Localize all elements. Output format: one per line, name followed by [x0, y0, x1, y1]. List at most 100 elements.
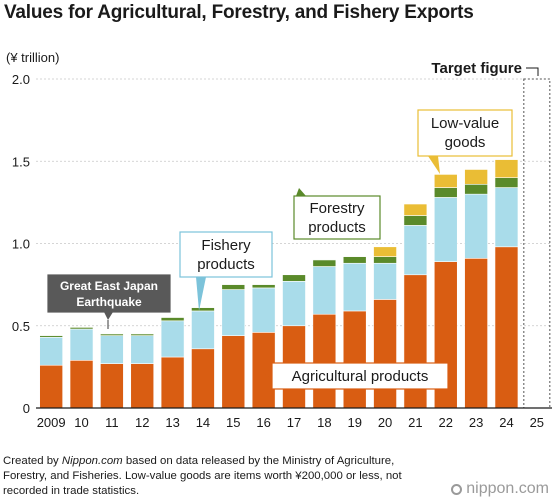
bar-agricultural-products: [342, 310, 367, 409]
low-value-callout-label: goods: [445, 134, 486, 151]
bar-fishery-products: [221, 289, 246, 336]
bar-agricultural-products: [464, 258, 488, 409]
bar-fishery-products: [130, 335, 155, 364]
x-tick-label: 23: [469, 415, 483, 430]
forestry-callout-label: products: [308, 219, 366, 236]
x-tick-label: 16: [256, 415, 270, 430]
earthquake-callout-label: Earthquake: [76, 295, 142, 309]
bar-forestry-products: [69, 327, 94, 330]
low-value-callout-box: [417, 109, 513, 157]
target-label: Target figure: [431, 60, 522, 77]
bar-agricultural-products: [312, 313, 337, 409]
bar-forestry-products: [373, 256, 397, 264]
bar-fishery-products: [312, 266, 337, 315]
bar-fishery-products: [342, 262, 367, 312]
target-bracket: [526, 67, 539, 76]
agricultural-callout-pointer: [262, 370, 272, 380]
bar-forestry-products: [251, 284, 276, 289]
y-axis-label: (¥ trillion): [6, 50, 59, 65]
x-tick-label: 17: [287, 415, 301, 430]
bar-forestry-products: [221, 284, 246, 290]
forestry-callout-box: [293, 195, 381, 240]
y-tick-label: 1.5: [12, 154, 30, 169]
logo-text: nippon.com: [466, 480, 549, 497]
bar-forestry-products: [403, 215, 428, 226]
x-tick-label: 24: [499, 415, 513, 430]
bar-agricultural-products: [39, 364, 63, 409]
bar-fishery-products: [494, 187, 519, 248]
source-prefix: Created by: [3, 455, 62, 467]
bar-forestry-products: [342, 256, 367, 264]
bar-agricultural-products: [221, 335, 246, 409]
chart-title: Values for Agricultural, Forestry, and F…: [4, 2, 474, 23]
y-tick-label: 0: [23, 401, 30, 416]
x-tick-label: 2009: [37, 415, 66, 430]
earthquake-callout-pointer: [104, 312, 113, 320]
forestry-callout-label: Forestry: [309, 200, 365, 217]
low-value-callout-label: Low-value: [431, 115, 499, 132]
nippon-logo: nippon.com: [451, 480, 549, 498]
bar-fishery-products: [433, 197, 458, 262]
bar-agricultural-products: [494, 246, 519, 409]
bar-forestry-products: [433, 187, 458, 198]
y-tick-label: 2.0: [12, 72, 30, 87]
y-tick-label: 0.5: [12, 319, 30, 334]
bar-agricultural-products: [191, 348, 215, 409]
bar-forestry-products: [494, 177, 519, 188]
bar-fishery-products: [373, 262, 397, 300]
logo-circle-icon: [451, 483, 463, 495]
x-tick-label: 10: [74, 415, 88, 430]
bar-fishery-products: [251, 287, 276, 333]
x-tick-label: 25: [530, 415, 544, 430]
x-tick-label: 13: [165, 415, 179, 430]
bar-agricultural-products: [160, 356, 185, 409]
fishery-callout-pointer: [196, 277, 206, 311]
bar-fishery-products: [191, 310, 215, 350]
bar-forestry-products: [312, 259, 337, 267]
fishery-callout-label: products: [197, 256, 255, 273]
bar-forestry-products: [282, 274, 306, 282]
bar-low-value-goods: [403, 203, 428, 216]
earthquake-callout-label: Great East Japan: [60, 279, 158, 293]
source-note: Created by Nippon.com based on data rele…: [3, 454, 423, 499]
bar-fishery-products: [464, 193, 488, 259]
bar-low-value-goods: [494, 159, 519, 178]
fishery-callout-label: Fishery: [201, 237, 251, 254]
x-tick-label: 14: [196, 415, 210, 430]
bar-agricultural-products: [130, 363, 155, 409]
fishery-callout-box: [179, 231, 273, 278]
x-tick-label: 22: [439, 415, 453, 430]
bar-forestry-products: [130, 333, 155, 336]
bar-fishery-products: [100, 335, 124, 364]
bar-forestry-products: [39, 335, 63, 338]
bar-forestry-products: [191, 307, 215, 312]
x-tick-label: 20: [378, 415, 392, 430]
x-tick-label: 18: [317, 415, 331, 430]
x-tick-label: 19: [347, 415, 361, 430]
bar-low-value-goods: [433, 174, 458, 188]
forestry-callout-pointer: [296, 188, 306, 196]
bar-fishery-products: [403, 225, 428, 276]
source-text: based on data released by the Ministry o…: [3, 455, 402, 497]
bar-forestry-products: [160, 317, 185, 322]
x-tick-label: 15: [226, 415, 240, 430]
bar-agricultural-products: [100, 363, 124, 409]
bar-fishery-products: [69, 328, 94, 361]
bar-forestry-products: [464, 183, 488, 195]
source-site: Nippon.com: [61, 455, 123, 467]
earthquake-callout-box: [47, 274, 171, 313]
bar-fishery-products: [39, 336, 63, 366]
x-tick-label: 11: [105, 415, 119, 430]
x-tick-label: 12: [135, 415, 149, 430]
low-value-callout-pointer: [428, 156, 440, 174]
bar-forestry-products: [100, 333, 124, 336]
y-tick-label: 1.0: [12, 237, 30, 252]
bar-agricultural-products: [69, 359, 94, 409]
bar-fishery-products: [282, 281, 306, 327]
bar-low-value-goods: [464, 169, 488, 185]
bar-fishery-products: [160, 320, 185, 358]
bar-low-value-goods: [373, 246, 397, 257]
x-tick-label: 21: [408, 415, 422, 430]
bar-agricultural-products: [373, 299, 397, 409]
